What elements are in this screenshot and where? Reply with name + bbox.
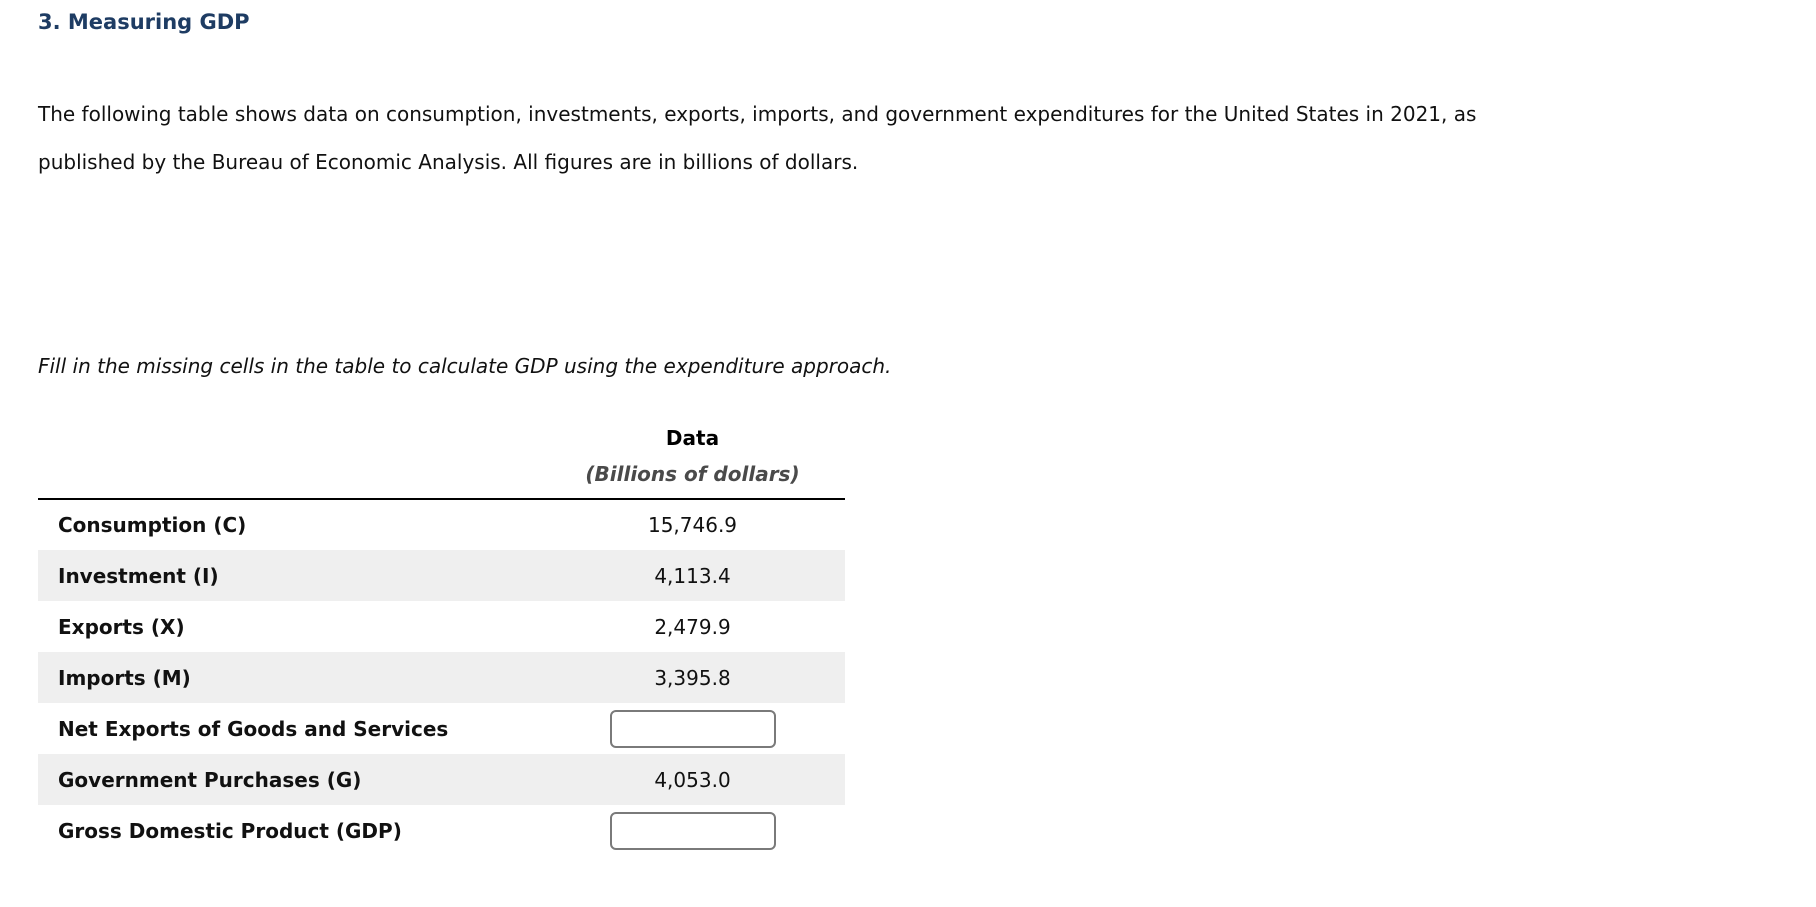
- row-label: Gross Domestic Product (GDP): [58, 818, 402, 843]
- table-row: Gross Domestic Product (GDP): [38, 805, 845, 856]
- row-label: Government Purchases (G): [58, 767, 362, 792]
- gdp-input[interactable]: [609, 811, 776, 850]
- row-value: 3,395.8: [654, 665, 731, 690]
- row-value: [540, 805, 845, 856]
- data-column-title: Data: [665, 426, 720, 450]
- intro-paragraph: The following table shows data on consum…: [38, 102, 1477, 174]
- page-title: 3. Measuring GDP: [38, 10, 250, 34]
- row-label: Imports (M): [58, 665, 191, 690]
- table-row: Exports (X) 2,479.9: [38, 601, 845, 652]
- row-value: 2,479.9: [654, 614, 731, 639]
- data-column-header: Data (Billions of dollars): [540, 420, 845, 500]
- row-value: 4,053.0: [654, 767, 731, 792]
- table-row: Net Exports of Goods and Services: [38, 703, 845, 754]
- row-value: 15,746.9: [647, 513, 738, 537]
- instruction-text: Fill in the missing cells in the table t…: [38, 354, 892, 378]
- data-column-units: (Billions of dollars): [585, 462, 800, 486]
- row-value: [540, 703, 845, 754]
- header-spacer-cell: [38, 420, 540, 500]
- table-body: Consumption (C) 15,746.9 Investment (I) …: [38, 499, 845, 856]
- table-header-row: Data (Billions of dollars): [38, 420, 845, 500]
- row-value: 4,113.4: [654, 563, 731, 588]
- table-row: Imports (M) 3,395.8: [38, 652, 845, 703]
- gdp-data-table: Data (Billions of dollars) Consumption (…: [38, 420, 845, 856]
- table-row: Government Purchases (G) 4,053.0: [38, 754, 845, 805]
- row-label: Consumption (C): [58, 513, 247, 537]
- row-label: Investment (I): [58, 563, 219, 588]
- row-label: Net Exports of Goods and Services: [58, 716, 449, 741]
- table-row: Consumption (C) 15,746.9: [38, 499, 845, 550]
- table-row: Investment (I) 4,113.4: [38, 550, 845, 601]
- net-exports-input[interactable]: [609, 709, 776, 748]
- row-label: Exports (X): [58, 614, 185, 639]
